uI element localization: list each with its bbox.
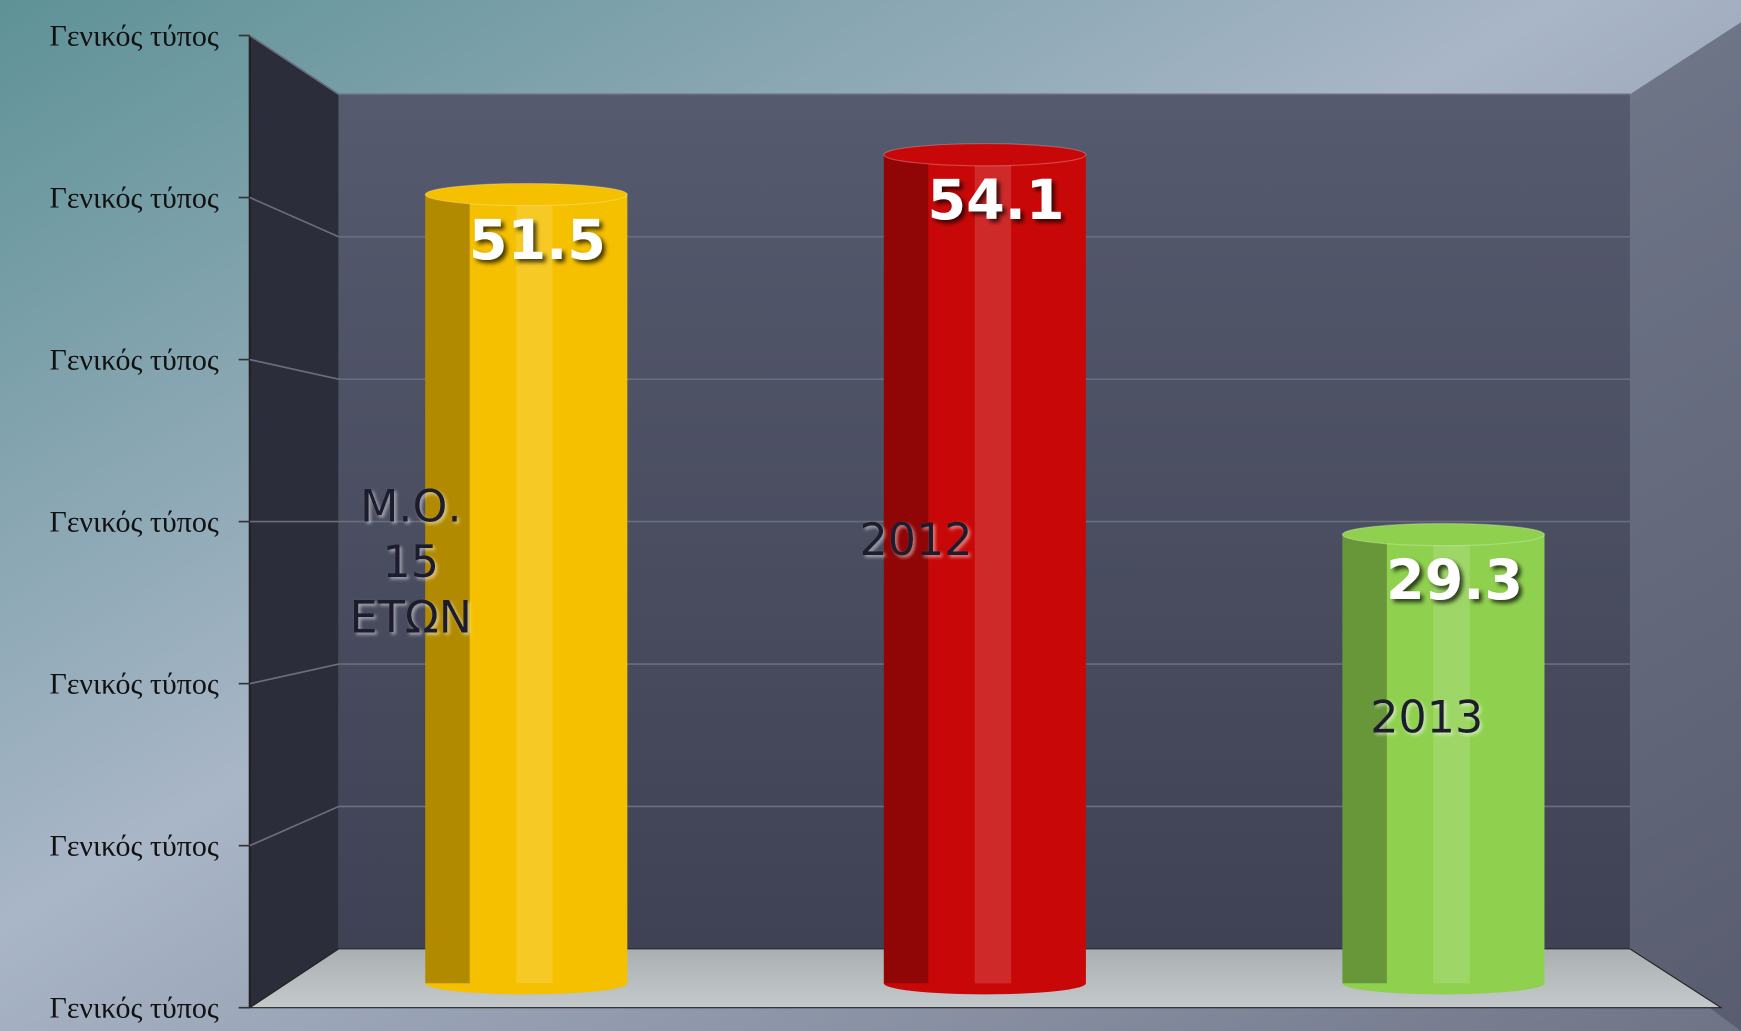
cylinder-top — [1341, 522, 1546, 547]
bar-highlight — [974, 154, 1012, 984]
bar-shade — [1342, 534, 1387, 984]
cylinder — [1341, 522, 1546, 995]
value-label: 51.5 — [469, 208, 606, 273]
y-tick-label: Γενικός τύπος — [50, 830, 219, 863]
bar — [425, 194, 628, 984]
cylinder-top — [883, 143, 1087, 167]
side-grid-line — [249, 358, 339, 380]
bar-highlight — [516, 194, 553, 984]
y-tick-label: Γενικός τύπος — [50, 668, 219, 701]
y-tick-label: Γενικός τύπος — [50, 20, 219, 53]
y-tick-label: Γενικός τύπος — [50, 992, 219, 1025]
side-grid-line — [249, 663, 339, 685]
category-label: 2012 — [860, 515, 973, 566]
bar-shade — [425, 194, 470, 984]
category-label: 2013 — [1370, 692, 1483, 743]
y-tick-label: Γενικός τύπος — [50, 182, 219, 215]
category-label: Μ.Ο. 15 ΕΤΩΝ — [350, 482, 472, 644]
right-edge — [1629, 22, 1741, 1031]
bar-shade — [883, 154, 929, 984]
bar-highlight — [1433, 534, 1470, 984]
y-tick-label: Γενικός τύπος — [50, 344, 219, 377]
bar — [1342, 534, 1545, 984]
y-tick-label: Γενικός τύπος — [50, 506, 219, 539]
value-label: 29.3 — [1386, 548, 1523, 613]
cylinder-top — [424, 182, 628, 207]
bar — [883, 154, 1086, 984]
side-grid-line — [249, 805, 339, 847]
cylinder — [424, 182, 628, 995]
side-grid-line — [249, 196, 339, 238]
cylinder — [883, 143, 1087, 995]
side-grid-line — [249, 34, 340, 96]
value-label: 54.1 — [927, 168, 1064, 233]
